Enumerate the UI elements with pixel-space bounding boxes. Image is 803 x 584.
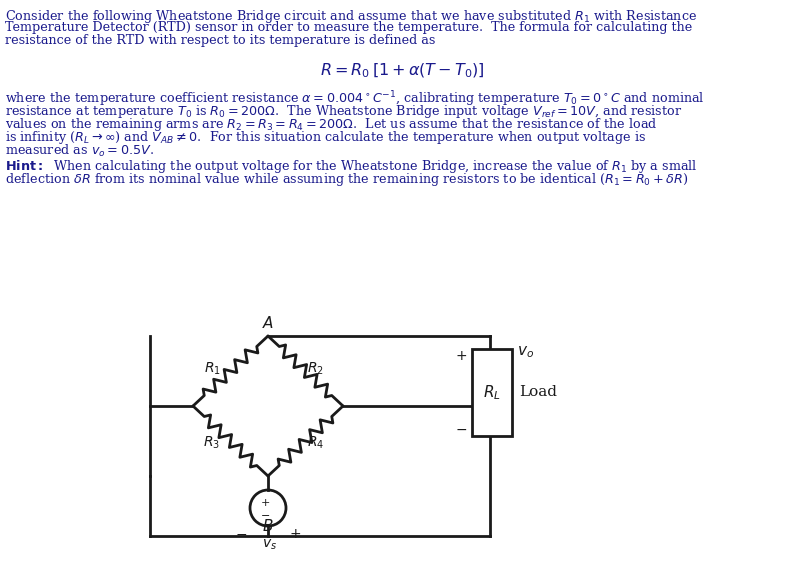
Text: measured as $v_o = 0.5V$.: measured as $v_o = 0.5V$. [5, 142, 153, 158]
Text: $R_2$: $R_2$ [307, 361, 324, 377]
Text: $-$: $-$ [234, 527, 247, 541]
Text: $+$: $+$ [454, 349, 467, 363]
Text: $v_o$: $v_o$ [516, 344, 533, 360]
Text: $-$: $-$ [259, 509, 270, 519]
Text: $A$: $A$ [262, 315, 274, 331]
Text: Consider the following Wheatstone Bridge circuit and assume that we have substit: Consider the following Wheatstone Bridge… [5, 8, 696, 25]
Text: $R_3$: $R_3$ [203, 435, 220, 451]
Text: $+$: $+$ [288, 527, 301, 541]
Text: $B$: $B$ [262, 518, 274, 534]
Text: $R_1$: $R_1$ [203, 361, 220, 377]
Text: is infinity ($R_L \rightarrow \infty$) and $V_{AB} \neq 0$.  For this situation : is infinity ($R_L \rightarrow \infty$) a… [5, 129, 646, 146]
Text: $R_4$: $R_4$ [307, 435, 324, 451]
Bar [471, 349, 512, 436]
Text: $R_L$: $R_L$ [483, 383, 500, 402]
Text: $-$: $-$ [454, 422, 467, 436]
Text: values on the remaining arms are $R_2 = R_3 = R_4 = 200\Omega$.  Let us assume t: values on the remaining arms are $R_2 = … [5, 116, 657, 133]
Text: resistance at temperature $T_0$ is $R_0 = 200\Omega$.  The Wheatstone Bridge inp: resistance at temperature $T_0$ is $R_0 … [5, 103, 682, 120]
Text: $\mathbf{Hint:}$  When calculating the output voltage for the Wheatstone Bridge,: $\mathbf{Hint:}$ When calculating the ou… [5, 158, 697, 175]
Text: $+$: $+$ [259, 498, 270, 509]
Text: resistance of the RTD with respect to its temperature is defined as: resistance of the RTD with respect to it… [5, 34, 435, 47]
Text: Load: Load [519, 385, 556, 399]
Text: Temperature Detector (RTD) sensor in order to measure the temperature.  The form: Temperature Detector (RTD) sensor in ord… [5, 21, 691, 34]
Text: $R = R_0\,[1 + \alpha(T - T_0)]$: $R = R_0\,[1 + \alpha(T - T_0)]$ [320, 61, 483, 80]
Text: deflection $\delta R$ from its nominal value while assuming the remaining resist: deflection $\delta R$ from its nominal v… [5, 171, 687, 188]
Text: where the temperature coefficient resistance $\alpha = 0.004^\circ C^{-1}$, cali: where the temperature coefficient resist… [5, 89, 703, 109]
Text: $v_s$: $v_s$ [262, 538, 277, 552]
